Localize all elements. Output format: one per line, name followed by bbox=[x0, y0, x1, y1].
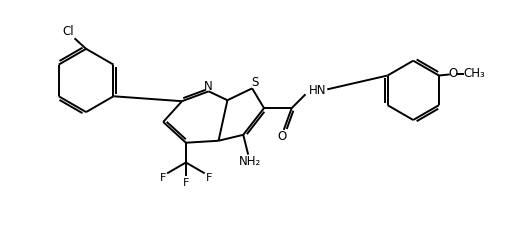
Text: N: N bbox=[204, 80, 213, 93]
Text: O: O bbox=[277, 130, 286, 143]
Text: F: F bbox=[205, 173, 212, 183]
Text: S: S bbox=[251, 76, 259, 89]
Text: O: O bbox=[448, 67, 457, 80]
Text: Cl: Cl bbox=[62, 25, 74, 38]
Text: HN: HN bbox=[309, 84, 326, 97]
Text: F: F bbox=[183, 178, 189, 188]
Text: F: F bbox=[160, 173, 166, 183]
Text: NH₂: NH₂ bbox=[239, 155, 261, 168]
Text: CH₃: CH₃ bbox=[464, 67, 485, 80]
